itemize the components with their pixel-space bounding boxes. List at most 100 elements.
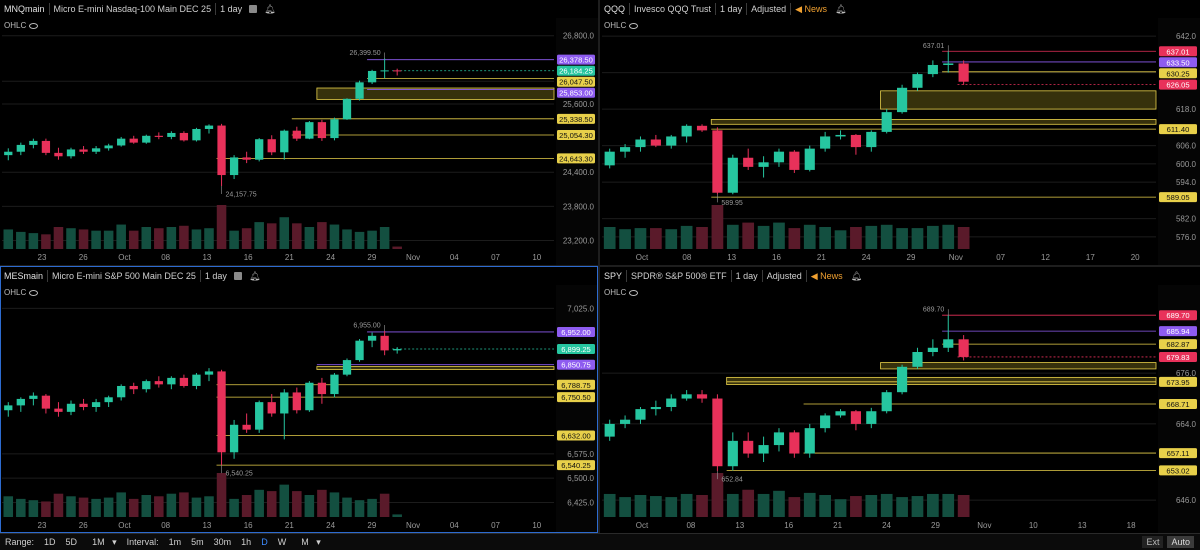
candle-body xyxy=(242,424,251,430)
price-tag xyxy=(1159,68,1197,79)
volume-bar xyxy=(53,227,64,249)
candle-body xyxy=(79,149,88,152)
price-tag-label: 633.50 xyxy=(1166,58,1189,67)
interval-button-d[interactable]: D xyxy=(261,537,268,547)
candle-body xyxy=(835,411,846,416)
eye-icon[interactable] xyxy=(629,22,639,29)
price-tag-label: 26,184.25 xyxy=(559,67,593,76)
eye-icon[interactable] xyxy=(629,289,639,296)
auto-button[interactable]: Auto xyxy=(1167,536,1194,548)
y-tick-label: 676.0 xyxy=(1176,369,1197,378)
price-tag-label: 626.05 xyxy=(1166,81,1189,90)
range-button-1m[interactable]: 1M ▾ xyxy=(92,536,117,547)
bell-icon[interactable]: 🔔︎ xyxy=(248,270,261,281)
panel-divider-horizontal[interactable] xyxy=(0,265,1200,267)
x-tick-label: Nov xyxy=(406,521,420,530)
volume-bar xyxy=(742,489,755,517)
interval-button-30m[interactable]: 30m xyxy=(213,537,232,547)
interval-button-w[interactable]: W xyxy=(277,537,287,547)
volume-bar xyxy=(41,501,51,517)
volume-bar xyxy=(66,496,76,517)
adjusted-label[interactable]: Adjusted xyxy=(746,3,790,15)
interval-label[interactable]: 1 day xyxy=(199,270,231,282)
news-button[interactable]: ◀ News xyxy=(790,3,831,15)
price-tag-label: 6,750.50 xyxy=(561,393,591,402)
interval-button-m[interactable]: M ▾ xyxy=(301,536,321,547)
interval-button-1m[interactable]: 1m xyxy=(168,537,182,547)
candle-body xyxy=(16,144,25,152)
interval-label[interactable]: 1 day xyxy=(730,270,762,282)
candle-body xyxy=(66,149,76,157)
price-tag xyxy=(1159,79,1197,90)
study-label[interactable]: OHLC xyxy=(4,21,39,30)
x-tick-label: 16 xyxy=(772,253,781,262)
x-tick-label: 13 xyxy=(1078,521,1087,530)
chart-panel-mnq[interactable]: MNQmain Micro E-mini Nasdaq-100 Main DEC… xyxy=(0,0,598,265)
news-button[interactable]: ◀ News xyxy=(805,270,847,282)
chart-panel-qqq[interactable]: QQQ Invesco QQQ Trust 1 day Adjusted ◀ N… xyxy=(600,0,1200,265)
study-label[interactable]: OHLC xyxy=(604,21,639,30)
volume-bar xyxy=(3,496,14,517)
study-label[interactable]: OHLC xyxy=(4,288,39,297)
candle-body xyxy=(41,140,51,153)
bell-icon[interactable]: 🔔︎ xyxy=(264,3,276,14)
candle-body xyxy=(29,140,38,145)
chart-panel-mes[interactable]: MESmain Micro E-mini S&P 500 Main DEC 25… xyxy=(0,267,598,533)
volume-bar xyxy=(354,231,365,249)
settings-icon[interactable] xyxy=(233,272,242,280)
price-tag-label: 6,540.25 xyxy=(561,461,591,470)
symbol-label[interactable]: SPY xyxy=(604,271,623,281)
symbol-description: Micro E-mini S&P 500 Main DEC 25 xyxy=(47,270,200,282)
chart-svg-spy[interactable]: 676.0 664.0 646.0 689.70 652.84 689.70 685.94 6… xyxy=(600,267,1200,533)
symbol-label[interactable]: MNQmain xyxy=(4,4,45,14)
symbol-description: Invesco QQQ Trust xyxy=(629,3,715,15)
eye-icon[interactable] xyxy=(29,22,39,29)
volume-bar xyxy=(834,499,847,517)
candle-body xyxy=(367,335,377,341)
candle-body xyxy=(958,339,969,357)
bell-icon[interactable]: 🔔︎ xyxy=(835,3,847,14)
volume-bar xyxy=(379,227,390,249)
eye-icon[interactable] xyxy=(29,289,39,296)
candle-body xyxy=(179,132,189,141)
candle-body xyxy=(666,136,677,146)
ext-button[interactable]: Ext xyxy=(1142,536,1164,548)
volume-bar xyxy=(603,227,616,249)
annotation-label: 652.84 xyxy=(721,477,743,484)
volume-bar xyxy=(392,514,402,517)
volume-bar xyxy=(957,227,970,249)
study-label[interactable]: OHLC xyxy=(604,288,639,297)
symbol-label[interactable]: QQQ xyxy=(604,4,626,14)
volume-bar xyxy=(650,496,662,517)
volume-bar xyxy=(91,498,101,517)
range-button-1d[interactable]: 1D xyxy=(44,537,56,547)
volume-bar xyxy=(819,495,831,517)
adjusted-label[interactable]: Adjusted xyxy=(761,270,806,282)
y-tick-label: 23,800.0 xyxy=(563,202,595,211)
candle-body xyxy=(758,162,769,167)
price-tag-label: 25,853.00 xyxy=(559,89,593,98)
volume-bar xyxy=(865,225,878,249)
interval-button-1h[interactable]: 1h xyxy=(241,537,252,547)
interval-label[interactable]: 1 day xyxy=(715,3,746,15)
volume-bar xyxy=(141,227,152,249)
chart-svg-qqq[interactable]: 642.0630.0618.0606.0600.0594.0582.0576.0… xyxy=(600,0,1200,265)
symbol-label[interactable]: MESmain xyxy=(4,271,44,281)
volume-bar xyxy=(304,227,315,249)
zone-box xyxy=(710,119,1157,125)
volume-bar xyxy=(865,495,878,517)
settings-icon[interactable] xyxy=(249,5,258,13)
x-tick-label: 24 xyxy=(882,521,891,530)
bell-icon[interactable]: 🔔︎ xyxy=(850,270,863,281)
chart-panel-spy[interactable]: SPY SPDR® S&P 500® ETF 1 day Adjusted ◀ … xyxy=(600,267,1200,533)
candle-body xyxy=(129,138,138,143)
interval-button-5m[interactable]: 5m xyxy=(191,537,204,547)
range-button-5d[interactable]: 5D xyxy=(65,537,78,547)
interval-label[interactable]: 1 day xyxy=(215,3,246,15)
x-tick-label: 24 xyxy=(862,253,871,262)
chart-svg-mes[interactable]: 7,025.0 6,575.0 6,500.0 6,425.0 6,955.00 6,54… xyxy=(0,267,598,533)
candle-body xyxy=(958,63,969,82)
chart-svg-mnq[interactable]: 26,800.026,000.025,600.024,400.023,800.0… xyxy=(0,0,598,265)
annotation-label: 24,157.75 xyxy=(226,191,257,198)
price-tag xyxy=(1159,192,1197,203)
